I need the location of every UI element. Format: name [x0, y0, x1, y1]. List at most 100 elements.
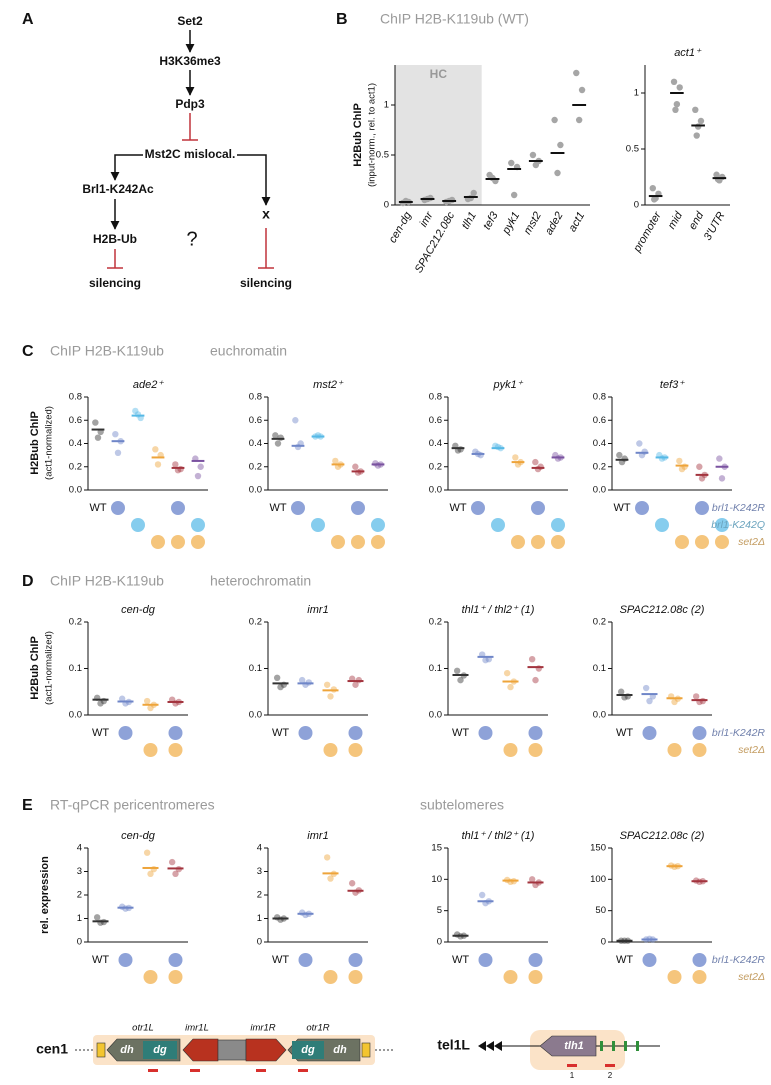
tel1l-diagram: tel1L tlh1 1 2 — [437, 1030, 660, 1080]
y-tick-label: 0.0 — [593, 485, 606, 496]
chart-title: act1⁺ — [674, 47, 702, 59]
panel-title: ChIP H2B-K119ub — [50, 343, 164, 359]
y-tick-label: 0.4 — [69, 438, 82, 449]
y-tick-label: 3 — [77, 866, 82, 877]
replicate-point — [528, 876, 536, 883]
genotype-marker — [371, 535, 385, 549]
replicate-point — [97, 700, 104, 707]
locus-label: tel1L — [437, 1037, 470, 1053]
panel-letter: D — [22, 573, 34, 590]
legend-label: brl1-K242R — [712, 727, 766, 739]
replicate-point — [714, 176, 722, 183]
y-tick-label: 0 — [634, 200, 639, 211]
replicate-point — [323, 854, 331, 861]
replicate-point — [658, 455, 666, 462]
y-tick-label: 0.4 — [249, 438, 262, 449]
legend-label: set2Δ — [738, 536, 765, 548]
y-tick-label: 0.2 — [593, 461, 606, 472]
replicate-point — [692, 693, 700, 700]
replicate-point — [118, 695, 126, 702]
repeat-label: dg — [301, 1044, 315, 1056]
replicate-point — [112, 431, 119, 438]
y-tick-label: 1 — [257, 913, 262, 924]
replicate-point — [453, 667, 461, 675]
genotype-marker — [351, 501, 365, 515]
x-tick-label: WT — [92, 954, 109, 966]
repeat-label: dh — [333, 1044, 347, 1056]
genotype-marker — [503, 970, 518, 984]
replicate-point — [617, 688, 625, 695]
replicate-point — [277, 916, 284, 923]
y-tick-label: 0.2 — [429, 617, 442, 628]
legend-label: set2Δ — [738, 971, 765, 983]
genotype-marker — [528, 953, 543, 967]
genotype-marker — [168, 743, 183, 757]
locus-label: cen1 — [36, 1041, 68, 1057]
legend-label: brl1-K242R — [712, 954, 766, 966]
replicate-point — [457, 676, 464, 684]
genotype-marker — [692, 743, 707, 757]
x-tick-label: WT — [272, 727, 289, 739]
replicate-point — [646, 697, 653, 705]
x-tick-label: tlh1 — [460, 210, 479, 231]
replicate-point — [651, 196, 658, 203]
y-axis-label: (act1-normalized) — [44, 631, 55, 705]
genotype-marker — [695, 501, 709, 515]
panel-title: ChIP H2B-K119ub — [50, 573, 164, 589]
y-tick-label: 0 — [77, 937, 82, 948]
genotype-marker — [667, 970, 682, 984]
replicate-point — [332, 457, 339, 465]
replicate-point — [503, 669, 511, 677]
replicate-point — [676, 84, 683, 91]
chart-title: cen-dg — [121, 830, 156, 842]
genotype-marker — [531, 535, 545, 549]
panel-letter: A — [22, 11, 34, 28]
panel-letter: C — [22, 343, 34, 360]
replicate-point — [470, 189, 477, 197]
chart-title: thl1⁺ / thl2⁺ (1) — [462, 830, 535, 842]
replicate-point — [352, 463, 359, 470]
genotype-marker — [531, 501, 545, 515]
replicate-point — [672, 106, 679, 114]
replicate-point — [273, 674, 281, 681]
replicate-point — [354, 469, 362, 476]
genotype-marker — [118, 726, 133, 740]
genotype-marker — [323, 970, 338, 984]
replicate-point — [692, 106, 699, 114]
y-tick-label: 0.0 — [249, 485, 262, 496]
y-tick-label: 15 — [431, 843, 442, 854]
y-axis-label: (input-norm., rel. to act1) — [367, 83, 378, 187]
genotype-marker — [528, 726, 543, 740]
y-tick-label: 50 — [595, 905, 606, 916]
y-tick-label: 2 — [77, 890, 82, 901]
genotype-marker — [511, 535, 525, 549]
site-label: 2 — [608, 1071, 613, 1080]
y-tick-label: 2 — [257, 890, 262, 901]
replicate-point — [716, 455, 723, 462]
genotype-marker — [491, 518, 505, 532]
shaded-region — [395, 65, 482, 205]
genotype-marker — [298, 726, 313, 740]
replicate-point — [510, 191, 518, 199]
replicate-point — [277, 434, 284, 441]
x-tick-label: WT — [616, 954, 633, 966]
replicate-point — [507, 683, 514, 691]
replicate-point — [532, 161, 540, 169]
replicate-point — [554, 455, 562, 462]
y-tick-label: 0.2 — [593, 617, 606, 628]
replicate-point — [616, 451, 623, 459]
genotype-marker — [667, 743, 682, 757]
genotype-marker — [692, 970, 707, 984]
arrows — [110, 30, 271, 230]
replicate-point — [636, 440, 643, 447]
y-tick-label: 0.8 — [593, 392, 606, 403]
genotype-marker — [348, 726, 363, 740]
replicate-point — [554, 169, 561, 177]
panel-a: A Set2 H3K36me3 Pdp3 Mst2C mislocal. Brl… — [22, 11, 292, 290]
replicate-point — [528, 656, 536, 663]
genotype-marker — [348, 953, 363, 967]
x-tick-label: WT — [613, 502, 630, 514]
legend-label: brl1-K242Q — [711, 519, 765, 531]
replicate-point — [143, 849, 151, 856]
